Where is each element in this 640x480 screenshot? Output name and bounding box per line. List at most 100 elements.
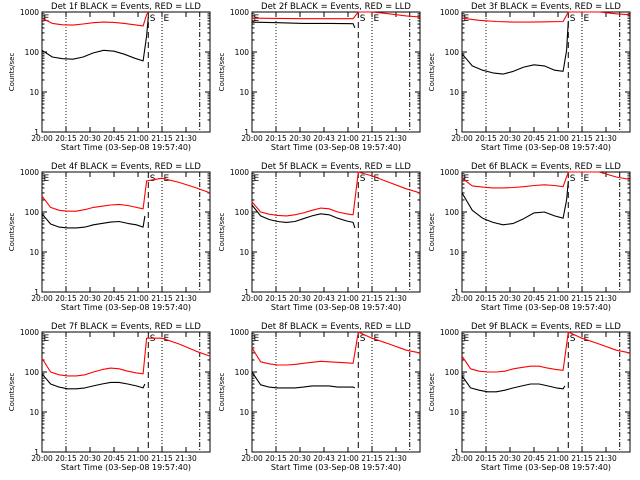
lld-series-line xyxy=(251,11,421,20)
event-marker-label: E xyxy=(44,174,50,184)
x-axis-label: Start Time (03-Sep-08 19:57:40) xyxy=(271,463,401,472)
x-tick-label: 21:00 xyxy=(337,294,359,303)
y-tick-label: 100 xyxy=(25,48,40,57)
event-marker-label: S xyxy=(360,334,366,344)
y-tick-label: 1 xyxy=(34,448,39,457)
x-tick-label: 21:00 xyxy=(547,294,569,303)
x-tick-label: 20:43 xyxy=(313,294,335,303)
x-tick-label: 21:00 xyxy=(547,454,569,463)
y-tick-label: 1 xyxy=(244,128,249,137)
y-tick-label: 1 xyxy=(454,288,459,297)
x-tick-label: 20:00 xyxy=(241,454,263,463)
event-marker-label: E xyxy=(254,334,260,344)
y-axis-label: Counts/sec xyxy=(8,373,16,412)
x-tick-label: 21:30 xyxy=(385,454,407,463)
event-marker-label: E xyxy=(374,174,380,184)
y-tick-label: 10 xyxy=(239,248,249,257)
event-marker-label: E xyxy=(584,174,590,184)
x-tick-label: 20:30 xyxy=(289,134,311,143)
x-tick-label: 20:00 xyxy=(31,454,53,463)
event-marker-label: S xyxy=(570,174,576,184)
x-tick-label: 21:15 xyxy=(571,294,593,303)
y-tick-label: 10 xyxy=(449,408,459,417)
y-tick-label: 10 xyxy=(29,248,39,257)
x-tick-label: 20:15 xyxy=(265,134,287,143)
x-tick-label: 20:00 xyxy=(241,134,263,143)
y-tick-label: 1000 xyxy=(440,168,459,177)
x-axis-label: Start Time (03-Sep-08 19:57:40) xyxy=(271,303,401,312)
x-axis-label: Start Time (03-Sep-08 19:57:40) xyxy=(61,303,191,312)
x-tick-label: 20:00 xyxy=(241,294,263,303)
event-marker-label: E xyxy=(44,334,50,344)
events-series-line xyxy=(251,371,356,389)
plot-frame xyxy=(461,11,631,133)
x-tick-label: 21:30 xyxy=(385,134,407,143)
x-tick-label: 20:00 xyxy=(31,294,53,303)
lld-series-line xyxy=(461,171,631,189)
y-tick-label: 1 xyxy=(34,288,39,297)
lld-series-line xyxy=(251,331,421,366)
panel-title: Det 8f BLACK = Events, RED = LLD xyxy=(261,322,411,332)
x-tick-label: 21:30 xyxy=(175,134,197,143)
y-tick-label: 100 xyxy=(235,368,250,377)
panel-title: Det 4f BLACK = Events, RED = LLD xyxy=(51,162,201,172)
x-tick-label: 20:30 xyxy=(499,454,521,463)
x-tick-label: 20:00 xyxy=(451,454,473,463)
x-tick-label: 20:00 xyxy=(451,134,473,143)
plot-frame xyxy=(251,171,421,293)
event-marker-label: S xyxy=(150,334,156,344)
y-tick-label: 100 xyxy=(445,208,460,217)
event-marker-label: E xyxy=(374,14,380,24)
x-axis-label: Start Time (03-Sep-08 19:57:40) xyxy=(271,143,401,152)
plot-frame xyxy=(461,331,631,453)
events-series-line xyxy=(461,20,569,75)
lld-series-line xyxy=(251,171,421,217)
y-tick-label: 10 xyxy=(449,248,459,257)
panel-det-4f: 1 10 100 1000 20:00 20:15 20:30 20:45 21:00 21:15… xyxy=(8,162,211,312)
x-axis-label: Start Time (03-Sep-08 19:57:40) xyxy=(61,463,191,472)
x-tick-label: 21:15 xyxy=(151,454,173,463)
event-marker-label: S xyxy=(570,14,576,24)
y-axis-label: Counts/sec xyxy=(218,213,226,252)
y-tick-label: 1000 xyxy=(20,8,39,17)
event-marker-label: S xyxy=(570,334,576,344)
x-tick-label: 20:15 xyxy=(55,134,77,143)
y-tick-label: 1000 xyxy=(440,8,459,17)
event-marker-label: S xyxy=(150,14,156,24)
x-tick-label: 20:45 xyxy=(523,134,545,143)
x-tick-label: 21:15 xyxy=(151,294,173,303)
x-axis-label: Start Time (03-Sep-08 19:57:40) xyxy=(481,143,611,152)
x-tick-label: 21:00 xyxy=(127,134,149,143)
panel-det-1f: 1 10 100 1000 20:00 20:15 20:30 20:45 21:00 21:15… xyxy=(8,2,211,152)
y-tick-label: 100 xyxy=(445,368,460,377)
event-marker-label: E xyxy=(164,334,170,344)
x-tick-label: 20:15 xyxy=(55,454,77,463)
events-series-line xyxy=(461,375,566,393)
lld-series-line xyxy=(461,331,631,373)
x-tick-label: 21:15 xyxy=(361,454,383,463)
y-tick-label: 10 xyxy=(29,408,39,417)
x-tick-label: 20:30 xyxy=(499,134,521,143)
x-tick-label: 20:15 xyxy=(265,294,287,303)
y-tick-label: 1 xyxy=(454,448,459,457)
lld-series-line xyxy=(41,177,211,212)
y-tick-label: 1000 xyxy=(20,328,39,337)
x-tick-label: 21:15 xyxy=(151,134,173,143)
y-tick-label: 10 xyxy=(449,88,459,97)
x-axis-label: Start Time (03-Sep-08 19:57:40) xyxy=(481,463,611,472)
y-tick-label: 1000 xyxy=(230,8,249,17)
y-tick-label: 100 xyxy=(235,48,250,57)
y-tick-label: 100 xyxy=(25,208,40,217)
lld-series-line xyxy=(41,337,211,377)
y-axis-label: Counts/sec xyxy=(428,213,436,252)
y-tick-label: 1 xyxy=(244,448,249,457)
x-tick-label: 20:45 xyxy=(523,454,545,463)
event-marker-label: E xyxy=(374,334,380,344)
x-tick-label: 20:30 xyxy=(289,294,311,303)
x-tick-label: 21:30 xyxy=(595,454,617,463)
x-tick-label: 20:30 xyxy=(499,294,521,303)
x-tick-label: 20:15 xyxy=(475,294,497,303)
y-tick-label: 1000 xyxy=(440,328,459,337)
x-tick-label: 21:00 xyxy=(337,454,359,463)
